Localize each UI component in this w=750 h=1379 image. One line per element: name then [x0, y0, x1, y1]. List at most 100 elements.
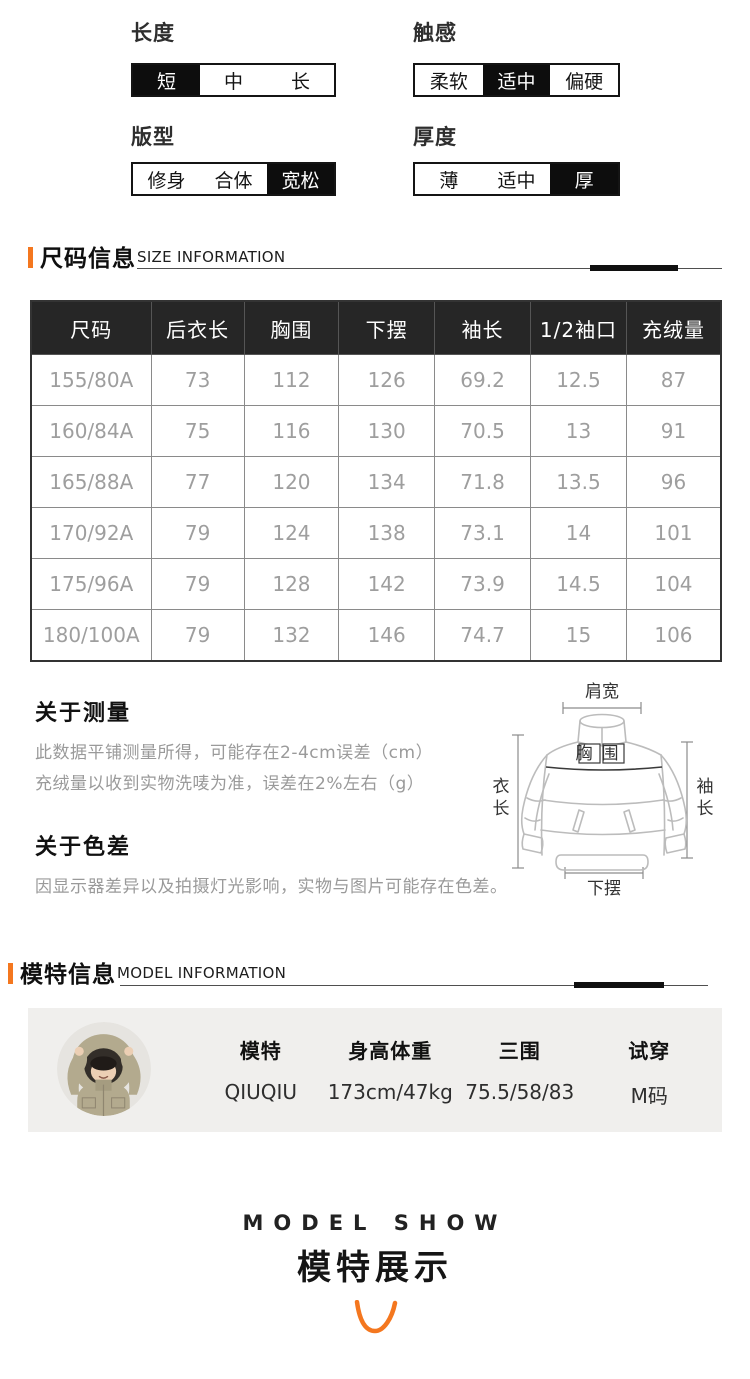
measurement-cell: 146 [338, 609, 436, 662]
measurement-cell: 75 [150, 405, 245, 457]
fit-attribute-label: 版型 [131, 125, 175, 149]
model-measurements-column: 三围 75.5/58/83 [455, 1008, 585, 1132]
model-measurements-value: 75.5/58/83 [465, 1080, 575, 1104]
measurement-cell: 14 [530, 507, 627, 559]
header-sleeve: 袖长 [434, 300, 532, 355]
header-down-fill: 充绒量 [625, 300, 722, 355]
accent-bar [8, 963, 13, 984]
model-name-value: QIUQIU [224, 1080, 298, 1104]
measurement-note-line2: 充绒量以收到实物洗唛为准，误差在2%左右（g） [35, 774, 425, 794]
garment-length-label: 衣长 [493, 777, 510, 819]
size-cell: 175/96A [30, 558, 152, 610]
measurement-cell: 106 [625, 609, 722, 662]
measurement-cell: 12.5 [530, 354, 627, 406]
size-table-header-row: 尺码 后衣长 胸围 下摆 袖长 1/2袖口 充绒量 [30, 300, 722, 355]
measurement-cell: 73 [150, 354, 245, 406]
measurement-cell: 112 [243, 354, 340, 406]
size-table-row: 180/100A 79 132 146 74.7 15 106 [30, 609, 722, 662]
model-height-weight-label: 身高体重 [348, 1039, 433, 1063]
measurement-cell: 87 [625, 354, 722, 406]
thickness-option-thin: 薄 [439, 169, 459, 192]
length-option-medium: 中 [223, 70, 243, 93]
model-measurements-label: 三围 [498, 1039, 541, 1063]
measurement-cell: 126 [338, 354, 436, 406]
measurement-cell: 69.2 [434, 354, 532, 406]
thickness-option-thick: 厚 [550, 164, 619, 194]
thickness-option-medium: 适中 [497, 169, 536, 192]
measurement-cell: 96 [625, 456, 722, 508]
size-section-subtitle: SIZE INFORMATION [137, 248, 286, 266]
divider-line [137, 268, 722, 269]
color-note-title: 关于色差 [35, 835, 132, 860]
model-avatar [57, 1022, 151, 1116]
header-back-length: 后衣长 [150, 300, 245, 355]
touch-option-soft: 柔软 [429, 70, 468, 93]
size-table: 尺码 后衣长 胸围 下摆 袖长 1/2袖口 充绒量 155/80A 73 112 12… [30, 300, 722, 662]
size-section-title: 尺码信息 [40, 246, 136, 272]
length-attribute-scale: 短 中 长 [131, 63, 336, 97]
measurement-cell: 73.1 [434, 507, 532, 559]
divider-line [120, 985, 708, 986]
fit-option-regular: 合体 [214, 169, 253, 192]
header-chest: 胸围 [243, 300, 340, 355]
model-info-columns: 模特 QIUQIU 身高体重 173cm/47kg 三围 75.5/58/83 … [196, 1008, 714, 1132]
model-show-en-title: MODEL SHOW [242, 1211, 508, 1235]
touch-option-hard: 偏硬 [565, 70, 604, 93]
thickness-attribute-scale: 薄 适中 厚 [413, 162, 620, 196]
model-section-title: 模特信息 [20, 962, 116, 988]
size-table-row: 155/80A 73 112 126 69.2 12.5 87 [30, 354, 722, 406]
measurement-cell: 79 [150, 609, 245, 662]
measurement-cell: 132 [243, 609, 340, 662]
measurement-cell: 74.7 [434, 609, 532, 662]
size-table-row: 165/88A 77 120 134 71.8 13.5 96 [30, 456, 722, 508]
measurement-cell: 128 [243, 558, 340, 610]
measurement-note-title: 关于测量 [35, 701, 132, 726]
model-try-on-value: M码 [630, 1084, 668, 1108]
measurement-cell: 77 [150, 456, 245, 508]
fit-option-slim: 修身 [147, 169, 186, 192]
measurement-cell: 15 [530, 609, 627, 662]
model-name-column: 模特 QIUQIU [196, 1008, 326, 1132]
jacket-measurement-diagram: 肩宽 胸围 衣长 袖长 下摆 [493, 682, 714, 899]
size-cell: 155/80A [30, 354, 152, 406]
measurement-cell: 91 [625, 405, 722, 457]
shoulder-width-label: 肩宽 [585, 682, 619, 702]
measurement-cell: 71.8 [434, 456, 532, 508]
length-attribute-label: 长度 [131, 21, 175, 45]
measurement-cell: 13.5 [530, 456, 627, 508]
length-option-long: 长 [290, 70, 310, 93]
measurement-cell: 79 [150, 507, 245, 559]
model-name-label: 模特 [239, 1039, 282, 1063]
model-try-on-column: 试穿 M码 [585, 1008, 715, 1132]
model-show-cn-title: 模特展示 [297, 1248, 453, 1288]
measurement-cell: 142 [338, 558, 436, 610]
measurement-cell: 134 [338, 456, 436, 508]
size-cell: 180/100A [30, 609, 152, 662]
size-table-row: 160/84A 75 116 130 70.5 13 91 [30, 405, 722, 457]
model-height-weight-value: 173cm/47kg [327, 1080, 453, 1104]
measurement-cell: 13 [530, 405, 627, 457]
length-option-short: 短 [133, 65, 200, 95]
fit-attribute-scale: 修身 合体 宽松 [131, 162, 336, 196]
measurement-cell: 73.9 [434, 558, 532, 610]
size-table-row: 175/96A 79 128 142 73.9 14.5 104 [30, 558, 722, 610]
accent-bar [28, 247, 33, 268]
fit-option-loose: 宽松 [267, 164, 334, 194]
model-info-card: 模特 QIUQIU 身高体重 173cm/47kg 三围 75.5/58/83 … [28, 1008, 722, 1132]
header-hem: 下摆 [338, 300, 436, 355]
measurement-cell: 116 [243, 405, 340, 457]
size-cell: 170/92A [30, 507, 152, 559]
measurement-cell: 104 [625, 558, 722, 610]
measurement-note-line1: 此数据平铺测量所得，可能存在2-4cm误差（cm） [35, 743, 434, 763]
header-size: 尺码 [30, 300, 152, 355]
model-try-on-label: 试穿 [628, 1039, 671, 1063]
touch-option-medium: 适中 [482, 65, 551, 95]
divider-accent [574, 982, 664, 988]
measurement-cell: 101 [625, 507, 722, 559]
sleeve-length-label: 袖长 [697, 777, 714, 819]
hem-label: 下摆 [587, 879, 621, 899]
thickness-attribute-label: 厚度 [413, 125, 457, 149]
measurement-cell: 130 [338, 405, 436, 457]
measurement-cell: 79 [150, 558, 245, 610]
